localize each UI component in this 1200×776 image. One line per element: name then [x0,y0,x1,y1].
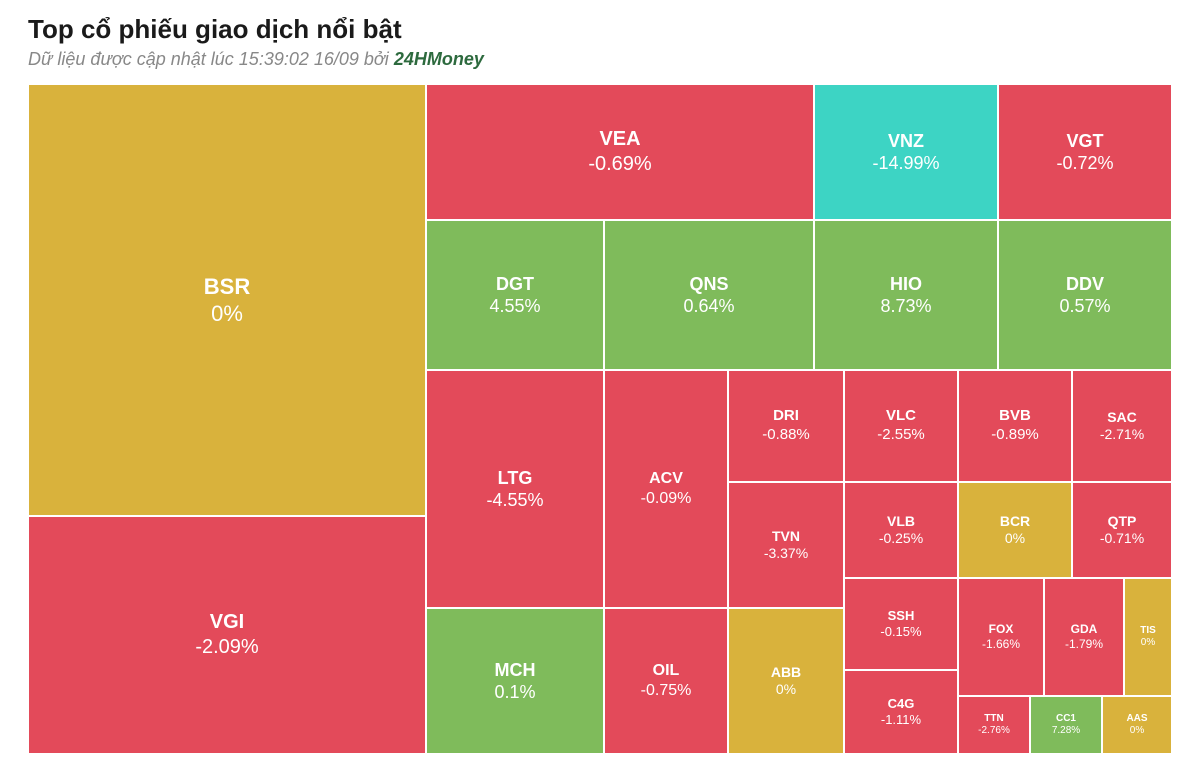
treemap-cell-gda[interactable]: GDA-1.79% [1044,578,1124,696]
treemap-cell-cc1[interactable]: CC17.28% [1030,696,1102,754]
cell-percent: -2.71% [1100,426,1144,444]
cell-ticker: VGT [1066,130,1103,153]
cell-ticker: TIS [1140,625,1156,638]
treemap-cell-bcr[interactable]: BCR0% [958,482,1072,578]
cell-ticker: VNZ [888,130,924,153]
treemap-cell-qns[interactable]: QNS0.64% [604,220,814,370]
cell-percent: -0.25% [879,530,923,548]
cell-ticker: BSR [204,273,250,301]
cell-percent: -0.89% [991,426,1039,445]
cell-percent: -1.11% [881,712,921,728]
cell-percent: -2.09% [195,635,258,660]
cell-percent: -0.09% [641,489,692,509]
treemap-cell-dgt[interactable]: DGT4.55% [426,220,604,370]
treemap-cell-qtp[interactable]: QTP-0.71% [1072,482,1172,578]
chart-title: Top cổ phiếu giao dịch nổi bật [28,14,1172,45]
cell-percent: 0.64% [683,295,734,318]
cell-percent: 0% [1141,637,1155,650]
cell-percent: 4.55% [489,295,540,318]
treemap-cell-bvb[interactable]: BVB-0.89% [958,370,1072,482]
treemap-cell-vgi[interactable]: VGI-2.09% [28,516,426,754]
cell-ticker: BVB [999,407,1031,426]
cell-ticker: FOX [989,622,1014,637]
treemap-chart: BSR0%VGI-2.09%VEA-0.69%VNZ-14.99%VGT-0.7… [28,84,1172,754]
treemap-cell-ltg[interactable]: LTG-4.55% [426,370,604,608]
treemap-cell-ttn[interactable]: TTN-2.76% [958,696,1030,754]
cell-percent: -1.66% [982,637,1020,652]
cell-percent: -1.79% [1065,637,1103,652]
cell-ticker: DGT [496,273,534,296]
cell-percent: -3.37% [764,545,808,563]
treemap-cell-fox[interactable]: FOX-1.66% [958,578,1044,696]
cell-percent: 0.1% [494,681,535,704]
cell-percent: -2.55% [877,426,925,445]
cell-percent: 0% [1005,530,1025,548]
cell-ticker: QTP [1108,513,1137,531]
treemap-cell-c4g[interactable]: C4G-1.11% [844,670,958,754]
treemap-cell-mch[interactable]: MCH0.1% [426,608,604,754]
cell-ticker: ACV [649,469,683,489]
cell-ticker: VGI [210,610,244,635]
treemap-cell-tis[interactable]: TIS0% [1124,578,1172,696]
cell-percent: 7.28% [1052,725,1080,738]
treemap-cell-hio[interactable]: HIO8.73% [814,220,998,370]
cell-percent: -0.72% [1056,152,1113,175]
treemap-cell-ssh[interactable]: SSH-0.15% [844,578,958,670]
cell-ticker: TTN [984,713,1003,726]
treemap-cell-bsr[interactable]: BSR0% [28,84,426,516]
treemap-cell-sac[interactable]: SAC-2.71% [1072,370,1172,482]
cell-percent: 0% [211,300,243,328]
cell-percent: 0% [1130,725,1144,738]
treemap-cell-vlc[interactable]: VLC-2.55% [844,370,958,482]
cell-ticker: C4G [888,696,915,712]
cell-percent: -0.75% [641,681,692,701]
cell-ticker: ABB [771,664,801,682]
cell-percent: -2.76% [978,725,1010,738]
treemap-cell-abb[interactable]: ABB0% [728,608,844,754]
cell-percent: 8.73% [880,295,931,318]
treemap-cell-acv[interactable]: ACV-0.09% [604,370,728,608]
cell-ticker: MCH [495,659,536,682]
brand-label: 24HMoney [394,49,484,69]
cell-ticker: VLC [886,407,916,426]
treemap-cell-tvn[interactable]: TVN-3.37% [728,482,844,608]
treemap-cell-aas[interactable]: AAS0% [1102,696,1172,754]
cell-ticker: SSH [888,608,915,624]
cell-percent: -0.69% [588,152,651,177]
treemap-cell-vnz[interactable]: VNZ-14.99% [814,84,998,220]
cell-ticker: DDV [1066,273,1104,296]
cell-ticker: AAS [1126,713,1147,726]
cell-ticker: VLB [887,513,915,531]
cell-ticker: SAC [1107,409,1137,427]
cell-ticker: HIO [890,273,922,296]
cell-percent: -4.55% [486,489,543,512]
cell-ticker: BCR [1000,513,1030,531]
cell-percent: 0% [776,681,796,699]
cell-percent: -0.71% [1100,530,1144,548]
treemap-cell-oil[interactable]: OIL-0.75% [604,608,728,754]
cell-ticker: TVN [772,528,800,546]
cell-ticker: LTG [498,467,533,490]
treemap-cell-vea[interactable]: VEA-0.69% [426,84,814,220]
cell-ticker: DRI [773,407,799,426]
cell-ticker: QNS [689,273,728,296]
cell-ticker: GDA [1071,622,1098,637]
cell-percent: -0.88% [762,426,810,445]
treemap-cell-vgt[interactable]: VGT-0.72% [998,84,1172,220]
treemap-cell-ddv[interactable]: DDV0.57% [998,220,1172,370]
cell-percent: -0.15% [880,624,921,640]
treemap-cell-dri[interactable]: DRI-0.88% [728,370,844,482]
cell-ticker: CC1 [1056,713,1076,726]
subtitle-text: Dữ liệu được cập nhật lúc 15:39:02 16/09… [28,49,394,69]
chart-subtitle: Dữ liệu được cập nhật lúc 15:39:02 16/09… [28,49,1172,70]
cell-ticker: VEA [599,127,640,152]
cell-ticker: OIL [653,661,680,681]
cell-percent: 0.57% [1059,295,1110,318]
treemap-cell-vlb[interactable]: VLB-0.25% [844,482,958,578]
cell-percent: -14.99% [872,152,939,175]
